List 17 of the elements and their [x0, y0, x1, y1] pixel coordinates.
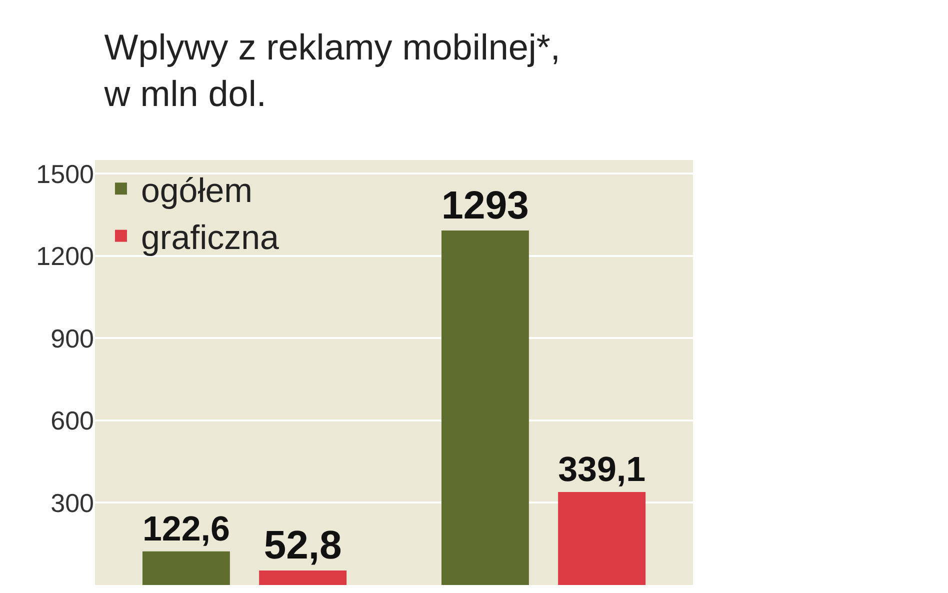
chart-subtitle: w mln dol.: [103, 73, 266, 114]
bar: [558, 492, 646, 585]
bar: [142, 551, 230, 585]
chart-title: Wplywy z reklamy mobilnej*,: [104, 26, 560, 68]
data-label: 122,6: [142, 510, 230, 549]
y-tick-label: 1500: [36, 158, 94, 189]
y-tick-label: 900: [50, 323, 94, 354]
y-tick-label: 1200: [36, 241, 94, 272]
data-label: 1293: [441, 184, 529, 228]
y-tick-label: 300: [50, 488, 94, 518]
data-label: 52,8: [264, 524, 342, 568]
bar: [259, 570, 347, 585]
legend-label: graficzna: [140, 219, 280, 258]
legend-label: ogółem: [140, 172, 252, 210]
bar: [441, 230, 529, 585]
y-tick-label: 600: [50, 406, 94, 436]
data-label: 339,1: [558, 450, 646, 490]
